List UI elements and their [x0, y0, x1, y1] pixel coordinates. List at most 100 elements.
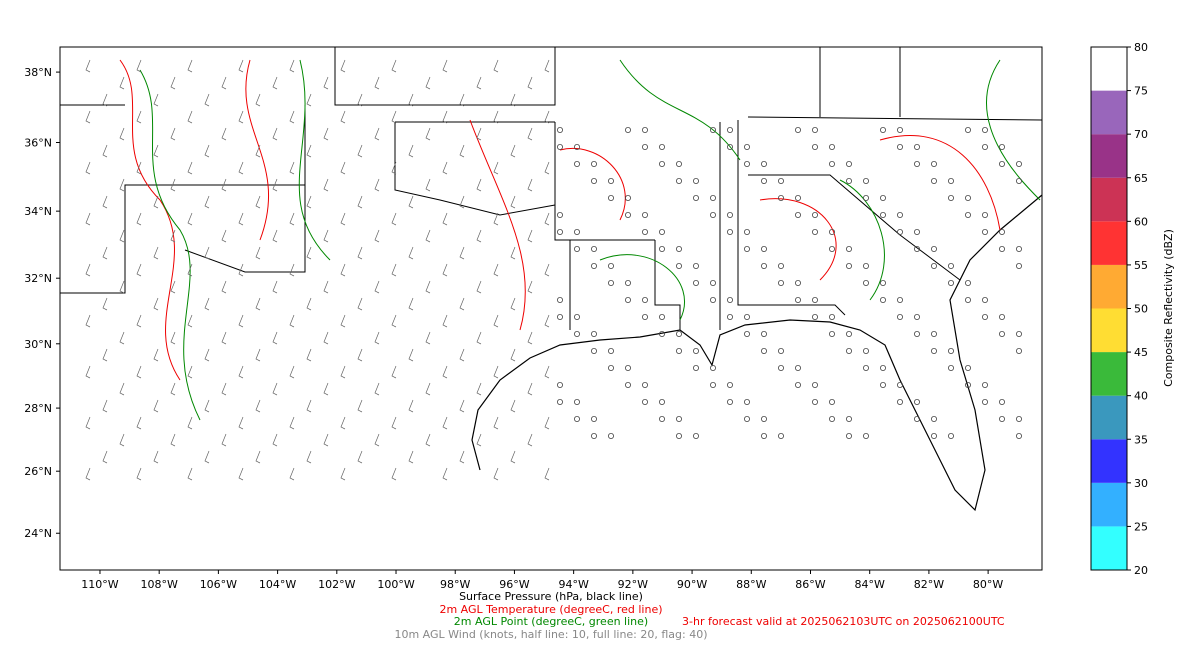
wind-barb: [289, 263, 295, 277]
wind-barb: [425, 280, 431, 294]
station-circle: [982, 211, 989, 218]
wind-barb: [493, 314, 499, 328]
wind-barb: [102, 195, 108, 209]
wind-barb: [102, 450, 108, 464]
station-circle: [761, 347, 768, 354]
station-circle: [642, 381, 649, 388]
wind-barb: [153, 399, 159, 413]
wind-barb: [119, 229, 125, 243]
state-borders: [60, 47, 1043, 330]
station-circle: [829, 313, 836, 320]
colorbar-bin: [1091, 264, 1127, 309]
station-circle: [625, 296, 632, 303]
station-circle: [846, 245, 853, 252]
wind-barb: [391, 365, 397, 379]
wind-barb: [357, 450, 363, 464]
x-tick-label: 90°W: [677, 578, 707, 591]
station-circle: [744, 143, 751, 150]
wind-barb: [357, 297, 363, 311]
wind-barb: [476, 76, 482, 90]
wind-barb: [136, 365, 142, 379]
wind-barb: [85, 314, 91, 328]
wind-barb: [272, 76, 278, 90]
wind-barb: [136, 467, 142, 481]
station-circle: [880, 364, 887, 371]
colorbar-tick-label: 60: [1134, 215, 1148, 228]
wind-barb: [136, 263, 142, 277]
wind-barb: [238, 365, 244, 379]
wind-barb: [170, 382, 176, 396]
wind-barb: [340, 110, 346, 124]
station-circle: [778, 194, 785, 201]
colorbar-bin: [1091, 90, 1127, 135]
station-circle: [693, 262, 700, 269]
wind-barb: [170, 280, 176, 294]
wind-barb: [442, 365, 448, 379]
station-circle: [931, 160, 938, 167]
caption-pressure: Surface Pressure (hPa, black line): [459, 590, 643, 603]
station-circle: [574, 160, 581, 167]
station-circle: [557, 228, 564, 235]
wind-barb: [442, 416, 448, 430]
station-circle: [1016, 415, 1023, 422]
wind-barb: [527, 433, 533, 447]
colorbar-tick-label: 70: [1134, 128, 1148, 141]
wind-barb: [340, 365, 346, 379]
station-circle: [642, 296, 649, 303]
station-circle: [931, 262, 938, 269]
wind-barb: [459, 246, 465, 260]
wind-barb: [170, 331, 176, 345]
wind-barb: [289, 416, 295, 430]
wind-barb: [238, 110, 244, 124]
station-circle: [574, 313, 581, 320]
wind-barb: [153, 246, 159, 260]
wind-barb: [170, 433, 176, 447]
wind-barb: [238, 161, 244, 175]
station-circle: [829, 415, 836, 422]
station-circle: [608, 347, 615, 354]
station-circle: [829, 228, 836, 235]
wind-barb: [527, 76, 533, 90]
wind-barb: [459, 297, 465, 311]
colorbar-bin: [1091, 221, 1127, 265]
station-circle: [795, 381, 802, 388]
wind-barb: [340, 416, 346, 430]
station-circle: [676, 432, 683, 439]
wind-barb: [527, 178, 533, 192]
wind-barb: [408, 348, 414, 362]
station-circle: [948, 279, 955, 286]
wind-barb: [119, 127, 125, 141]
wind-barb: [221, 229, 227, 243]
wind-barb: [340, 161, 346, 175]
wind-barb: [289, 59, 295, 73]
station-circle: [948, 262, 955, 269]
wind-barb: [323, 331, 329, 345]
station-circle: [812, 296, 819, 303]
wind-barb: [255, 246, 261, 260]
station-circle: [880, 211, 887, 218]
station-circle: [846, 177, 853, 184]
station-circle: [999, 330, 1006, 337]
station-circle: [1016, 330, 1023, 337]
wind-barb: [153, 195, 159, 209]
x-tick-label: 98°W: [440, 578, 470, 591]
station-circle: [982, 127, 989, 134]
wind-barb: [255, 144, 261, 158]
wind-barb: [187, 212, 193, 226]
station-circle: [863, 347, 870, 354]
wind-barb: [340, 467, 346, 481]
station-circle: [625, 127, 632, 134]
wind-barb: [153, 450, 159, 464]
station-circle: [931, 415, 938, 422]
station-circle: [999, 160, 1006, 167]
station-circle: [812, 381, 819, 388]
station-circle: [557, 127, 564, 134]
wind-barb: [476, 178, 482, 192]
wind-barb: [289, 161, 295, 175]
station-circle: [965, 127, 972, 134]
station-circle: [863, 177, 870, 184]
wind-barb: [357, 246, 363, 260]
station-circle: [914, 330, 921, 337]
station-circle: [676, 415, 683, 422]
station-circle: [710, 279, 717, 286]
